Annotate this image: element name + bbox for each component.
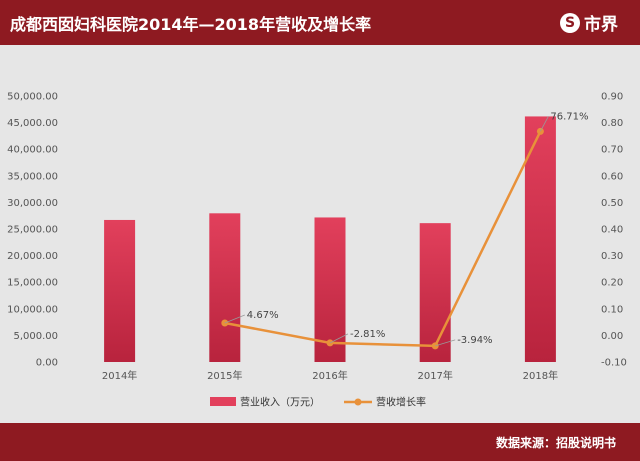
y-left-tick-label: 20,000.00 <box>7 251 58 262</box>
y-left-tick-label: 45,000.00 <box>7 118 58 129</box>
data-label-leader <box>435 339 456 347</box>
data-label-growth: -2.81% <box>350 329 385 340</box>
data-label-growth: 4.67% <box>247 310 279 321</box>
y-right-tick-label: 0.00 <box>601 331 623 342</box>
y-right-tick-label: 0.80 <box>601 118 623 129</box>
y-right-tick-label: 0.30 <box>601 251 623 262</box>
legend-label-growth: 营收增长率 <box>376 396 426 409</box>
legend-swatch-revenue <box>210 397 236 406</box>
brand-logo-icon: S <box>560 12 580 33</box>
x-tick-label: 2014年 <box>102 369 137 382</box>
x-tick-label: 2016年 <box>312 369 347 382</box>
y-left-tick-label: 10,000.00 <box>7 304 58 315</box>
y-right-tick-label: 0.70 <box>601 145 623 156</box>
line-point-growth <box>536 127 544 135</box>
y-right-tick-label: 0.50 <box>601 198 623 209</box>
y-left-tick-label: 35,000.00 <box>7 171 58 182</box>
y-right-tick-label: 0.40 <box>601 225 623 236</box>
brand-logo: S 市界 <box>560 10 618 35</box>
data-label-leader <box>224 314 245 324</box>
y-right-tick-label: 0.20 <box>601 278 623 289</box>
title-bar: 成都西囡妇科医院2014年—2018年营收及增长率 S 市界 <box>0 0 640 45</box>
brand-logo-text: 市界 <box>584 15 618 35</box>
footer-bar: 数据来源：招股说明书 <box>0 423 640 461</box>
y-left-tick-label: 0.00 <box>36 358 58 369</box>
y-left-tick-label: 5,000.00 <box>13 331 58 342</box>
bar-revenue <box>209 213 241 362</box>
source-note: 数据来源：招股说明书 <box>495 436 616 450</box>
data-label-leader <box>329 333 349 344</box>
chart-plot: 0.00 5,000.00 10,000.00 15,000.00 20,000.00 2… <box>7 92 627 409</box>
data-label-growth: -3.94% <box>457 335 492 346</box>
x-tick-label: 2015年 <box>207 369 242 382</box>
data-label-leader <box>540 116 549 132</box>
bar-revenue <box>419 223 451 362</box>
legend-marker-growth <box>354 398 362 406</box>
legend-label-revenue: 营业收入（万元） <box>240 396 320 409</box>
bar-revenue <box>104 219 136 362</box>
data-label-growth: 76.71% <box>550 111 588 122</box>
y-left-tick-label: 40,000.00 <box>7 145 58 156</box>
x-tick-label: 2018年 <box>523 369 558 382</box>
x-tick-label: 2017年 <box>417 369 452 382</box>
y-left-tick-label: 50,000.00 <box>7 92 58 103</box>
bar-revenue <box>524 116 556 362</box>
y-right-tick-label: 0.60 <box>601 171 623 182</box>
y-left-tick-label: 30,000.00 <box>7 198 58 209</box>
y-right-tick-label: -0.10 <box>601 358 627 369</box>
y-right-tick-label: 0.10 <box>601 304 623 315</box>
y-left-tick-label: 15,000.00 <box>7 278 58 289</box>
line-growth-rate <box>224 130 542 348</box>
chart-title: 成都西囡妇科医院2014年—2018年营收及增长率 <box>10 15 372 34</box>
y-right-tick-label: 0.90 <box>601 92 623 103</box>
y-left-tick-label: 25,000.00 <box>7 225 58 236</box>
